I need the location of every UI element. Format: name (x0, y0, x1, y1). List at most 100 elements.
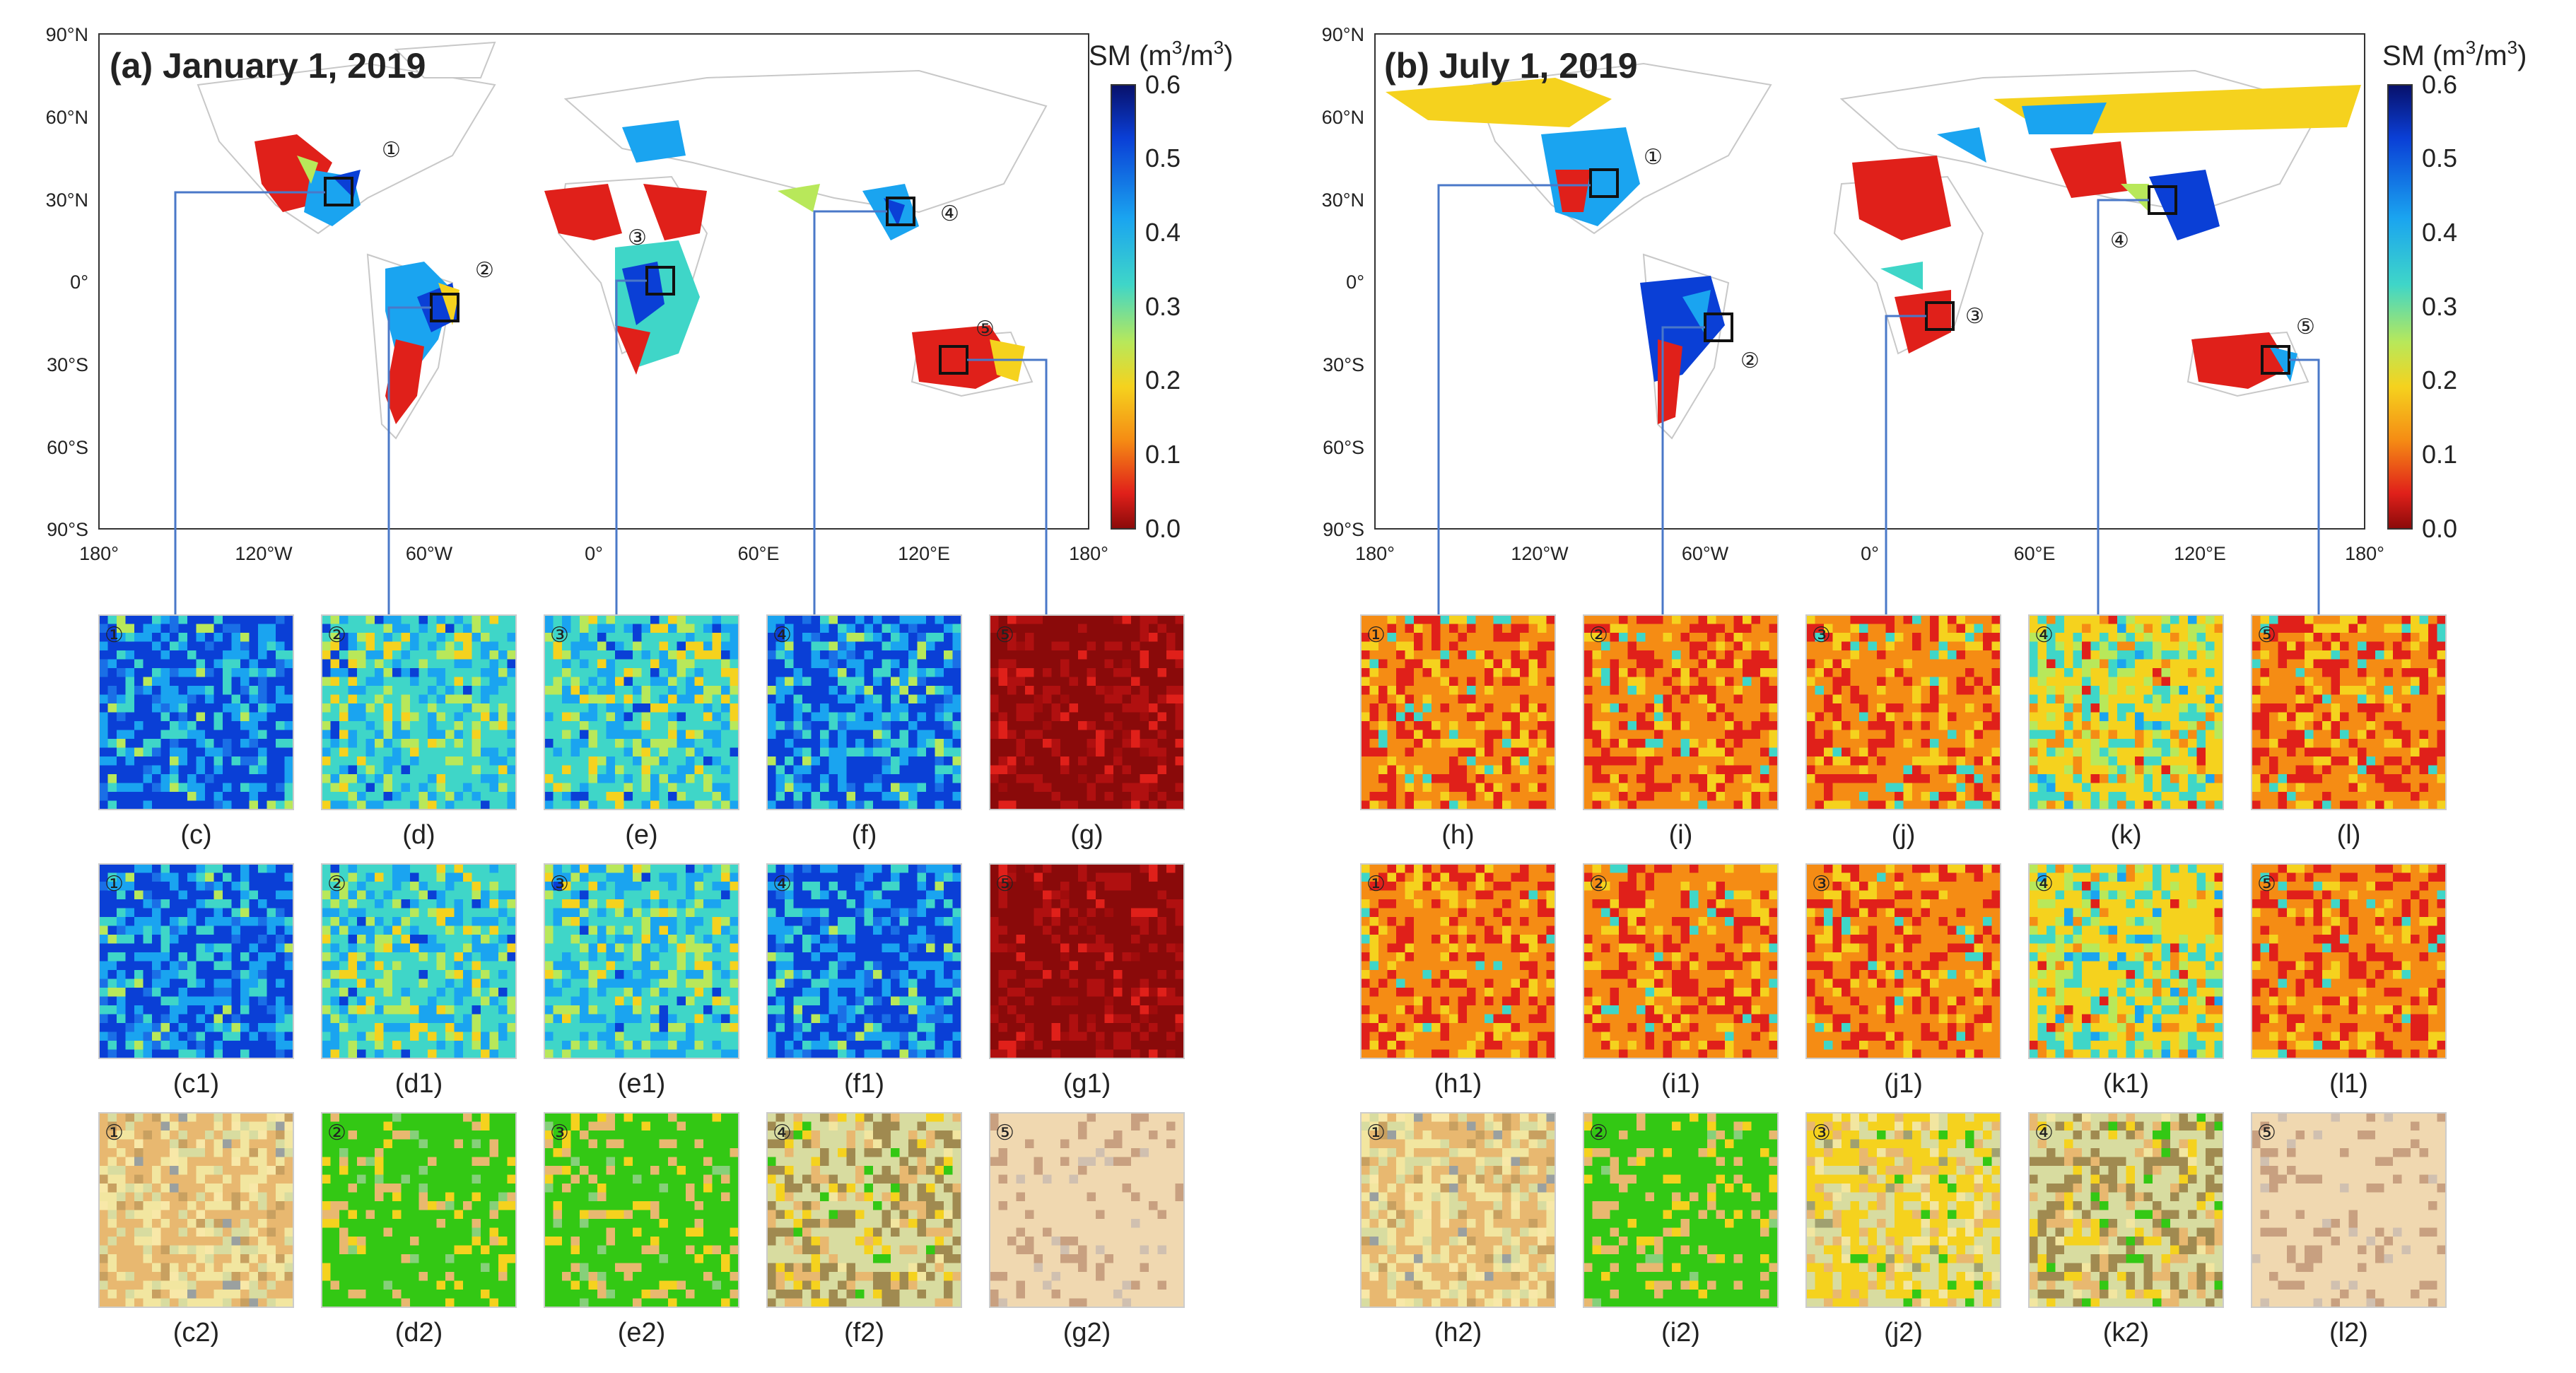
panel-pixel (249, 1014, 259, 1024)
panel-pixel (553, 899, 563, 909)
panel-pixel (463, 882, 473, 892)
panel-pixel (401, 686, 411, 696)
panel-pixel (891, 659, 901, 669)
panel-pixel (570, 917, 580, 927)
panel-pixel (793, 882, 803, 892)
panel-pixel (1140, 899, 1149, 909)
panel-pixel (606, 872, 616, 882)
panel-pixel (463, 624, 473, 633)
panel-pixel (864, 890, 874, 900)
panel-pixel (686, 615, 696, 625)
panel-number: ② (327, 624, 346, 647)
panel-pixel (213, 747, 223, 757)
panel-pixel (213, 756, 223, 766)
panel-pixel (838, 659, 848, 669)
panel-pixel (357, 800, 367, 810)
panel-pixel (1016, 747, 1026, 757)
panel-pixel (445, 925, 455, 935)
panel-pixel (838, 721, 848, 731)
panel-pixel (160, 961, 170, 971)
panel-pixel (721, 1014, 731, 1024)
panel-pixel (418, 659, 428, 669)
lat-tick: 90°N (46, 24, 88, 45)
panel-pixel (365, 917, 375, 927)
panel-pixel (205, 988, 215, 998)
panel-pixel (615, 917, 625, 927)
panel-pixel (99, 908, 109, 918)
panel-pixel (864, 800, 874, 810)
panel-pixel (597, 925, 607, 935)
panel-pixel (392, 756, 402, 766)
panel-pixel (472, 633, 481, 643)
panel-pixel (882, 890, 891, 900)
panel-pixel (990, 1049, 1000, 1059)
panel-pixel (170, 624, 180, 633)
panel-pixel (117, 996, 127, 1006)
panel-pixel (1149, 703, 1159, 713)
panel-pixel (1034, 721, 1043, 731)
panel-pixel (357, 1032, 367, 1041)
panel-pixel (712, 872, 722, 882)
panel-pixel (322, 988, 332, 998)
panel-label: (c1) (173, 1069, 219, 1099)
panel-pixel (231, 1113, 241, 1123)
panel-pixel (775, 864, 785, 874)
panel-pixel (1149, 882, 1159, 892)
panel-pixel (899, 1023, 909, 1033)
panel-pixel (659, 1041, 669, 1051)
panel-pixel (125, 659, 135, 669)
panel-pixel (990, 703, 1000, 713)
panel-pixel (944, 917, 954, 927)
panel-pixel (623, 668, 633, 678)
panel-pixel (721, 890, 731, 900)
panel-pixel (507, 800, 517, 810)
panel-pixel (498, 925, 508, 935)
panel-pixel (1140, 694, 1149, 704)
panel-label: (e1) (618, 1069, 666, 1099)
panel-pixel (1149, 677, 1159, 686)
panel-pixel (99, 659, 109, 669)
panel-pixel (767, 712, 777, 722)
panel-pixel (125, 1023, 135, 1033)
connector-line (387, 306, 431, 615)
colorbar-a-label: SM (m3/m3) (1089, 37, 1233, 71)
panel-pixel (134, 694, 144, 704)
panel-pixel (855, 1014, 865, 1024)
panel-pixel (375, 615, 385, 625)
panel-pixel (935, 952, 944, 962)
panel-pixel (213, 712, 223, 722)
panel-pixel (944, 615, 954, 625)
panel-pixel (196, 633, 206, 643)
panel-pixel (1096, 783, 1106, 793)
map-a-lat-axis: 90°N 60°N 30°N 0° 30°S 60°S 90°S (46, 24, 88, 540)
panel-pixel (1122, 1049, 1132, 1059)
panel-pixel (125, 925, 135, 935)
panel-pixel (117, 899, 127, 909)
panel-pixel (348, 908, 358, 918)
panel-pixel (570, 890, 580, 900)
panel-pixel (383, 650, 393, 660)
panel-pixel (152, 961, 162, 971)
panel-pixel (276, 800, 286, 810)
panel-pixel (1166, 890, 1176, 900)
panel-pixel (240, 633, 250, 643)
panel-pixel (570, 792, 580, 802)
panel-pixel (357, 703, 367, 713)
panel-pixel (588, 668, 598, 678)
panel-pixel (99, 615, 109, 625)
colorbar-tick: 0.4 (2422, 218, 2457, 247)
panel-pixel (339, 686, 349, 696)
map-a-title: (a) January 1, 2019 (110, 46, 426, 86)
panel-pixel (1140, 668, 1149, 678)
panel-pixel (952, 747, 962, 757)
panel-pixel (785, 650, 795, 660)
panel-pixel (730, 943, 739, 953)
panel-pixel (428, 677, 438, 686)
panel-pixel (998, 899, 1008, 909)
panel-pixel (1149, 783, 1159, 793)
panel-pixel (1060, 996, 1070, 1006)
panel-pixel (339, 792, 349, 802)
panel-pixel (472, 686, 481, 696)
panel-pixel (730, 624, 739, 633)
lon-tick: 60°E (2014, 543, 2056, 564)
